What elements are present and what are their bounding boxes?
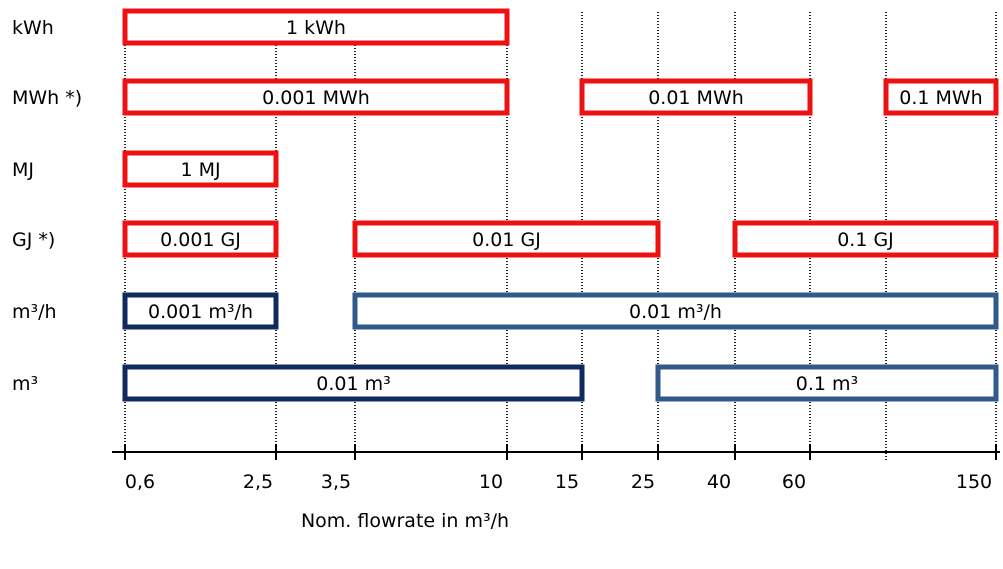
tick-label: 150	[956, 471, 992, 493]
range-boxes: 1 kWh 0.001 MWh 0.01 MWh 0.1 MWh 1 MJ 0.001 G…	[122, 8, 999, 402]
range-box: 1 MJ	[122, 150, 279, 188]
axis-title: Nom. flowrate in m³/h	[301, 510, 509, 532]
range-box: 0.001 GJ	[122, 220, 279, 258]
range-box-label: 0.1 GJ	[837, 229, 894, 251]
range-box-label: 0.001 GJ	[160, 229, 241, 251]
range-box: 1 kWh	[122, 8, 510, 46]
range-box-frame	[352, 220, 661, 258]
range-box: 0.1 m³	[655, 364, 999, 402]
range-box: 0.01 MWh	[579, 78, 813, 116]
range-box-label: 0.1 m³	[796, 373, 858, 395]
tick-label: 2,5	[243, 471, 273, 493]
tick-label: 10	[479, 471, 503, 493]
row-label: MJ	[12, 159, 34, 181]
range-box: 0.001 m³/h	[122, 292, 279, 330]
tick-label: 3,5	[321, 471, 351, 493]
row-label: GJ *)	[12, 229, 55, 251]
row-label: m³	[12, 373, 38, 395]
range-box: 0.1 MWh	[883, 78, 999, 116]
x-axis: 0,6 2,5 3,5 10 15 25 40 60 150	[112, 444, 1000, 493]
row-labels: kWh MWh *) MJ GJ *) m³/h m³	[12, 17, 82, 395]
range-box-label: 0.001 m³/h	[148, 301, 253, 323]
range-box-frame	[352, 292, 999, 330]
range-box-frame	[122, 292, 279, 330]
range-box: 0.01 m³	[122, 364, 585, 402]
range-box-label: 0.01 m³	[316, 373, 390, 395]
range-box-frame	[883, 78, 999, 116]
range-box-label: 0.1 MWh	[899, 87, 982, 109]
range-box-label: 1 MJ	[180, 159, 220, 181]
range-box: 0.1 GJ	[732, 220, 999, 258]
range-box-label: 0.01 GJ	[472, 229, 541, 251]
range-box: 0.01 GJ	[352, 220, 661, 258]
range-box-frame	[579, 78, 813, 116]
range-box-frame	[732, 220, 999, 258]
range-box: 0.001 MWh	[122, 78, 510, 116]
tick-label: 15	[555, 471, 579, 493]
range-box-frame	[122, 78, 510, 116]
range-box-frame	[122, 220, 279, 258]
tick-label: 40	[707, 471, 731, 493]
range-box-label: 0.01 MWh	[648, 87, 744, 109]
range-box-label: 0.001 MWh	[262, 87, 370, 109]
row-label: kWh	[12, 17, 54, 39]
tick-label: 60	[782, 471, 806, 493]
tick-label: 0,6	[125, 471, 155, 493]
range-box-frame	[122, 150, 279, 188]
row-label: MWh *)	[12, 87, 82, 109]
range-box-label: 1 kWh	[286, 17, 346, 39]
range-box-frame	[655, 364, 999, 402]
tick-label: 25	[631, 471, 655, 493]
range-box: 0.01 m³/h	[352, 292, 999, 330]
range-box-label: 0.01 m³/h	[629, 301, 722, 323]
range-box-frame	[122, 8, 510, 46]
row-label: m³/h	[12, 301, 57, 323]
range-box-frame	[122, 364, 585, 402]
